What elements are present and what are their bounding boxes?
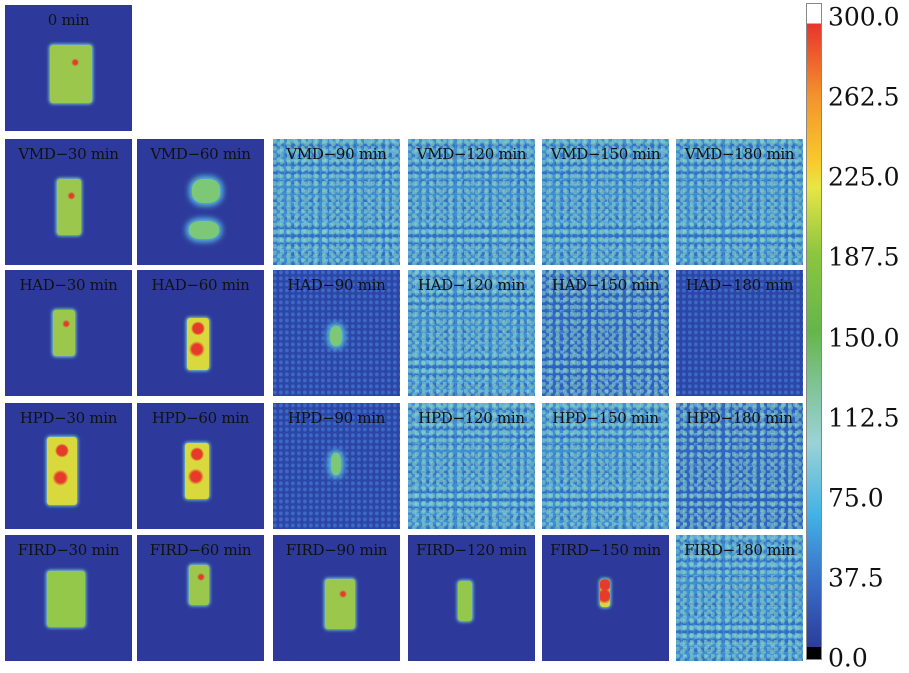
colorbar-tick-label: 262.5 [828, 82, 900, 112]
mri-panel: HPD−30 min [5, 403, 132, 529]
sample-signal [47, 437, 77, 505]
mri-panel: HAD−120 min [408, 270, 535, 396]
colorbar-tick-label: 150.0 [828, 323, 900, 352]
sample-signal [189, 221, 219, 239]
panel-label: FIRD−60 min [149, 541, 252, 559]
mri-panel: VMD−120 min [408, 139, 535, 265]
sample-signal [458, 581, 472, 621]
sample-signal [189, 565, 209, 605]
panel-label: FIRD−180 min [684, 541, 795, 559]
colorbar-tick-label: 300.0 [828, 2, 900, 32]
sample-signal [330, 326, 342, 346]
panel-label: HPD−90 min [287, 409, 386, 427]
mri-panel: VMD−90 min [273, 139, 400, 265]
panel-label: VMD−180 min [684, 145, 795, 163]
mri-panel: VMD−180 min [676, 139, 803, 265]
colorbar-tick-label: 225.0 [828, 162, 900, 192]
sample-signal [53, 310, 75, 356]
panel-label: FIRD−90 min [285, 541, 388, 559]
panel-label: HPD−60 min [151, 409, 250, 427]
panel-label: VMD−150 min [550, 145, 661, 163]
panel-label: HAD−60 min [151, 276, 250, 294]
colorbar-tick-label: 75.0 [828, 483, 884, 513]
colorbar [806, 3, 822, 660]
mri-panel: FIRD−60 min [137, 535, 264, 661]
colorbar-tick-label: 187.5 [828, 242, 900, 272]
panel-label: HPD−120 min [418, 409, 525, 427]
panel-label: HPD−180 min [686, 409, 793, 427]
panel-label: VMD−60 min [150, 145, 251, 163]
colorbar-tick-label: 0.0 [828, 643, 868, 673]
mri-panel: FIRD−30 min [5, 535, 132, 661]
sample-signal [192, 179, 220, 203]
mri-panel: VMD−30 min [5, 139, 132, 265]
sample-signal [331, 453, 341, 475]
colorbar-tick-label: 112.5 [828, 403, 900, 433]
mri-panel: HPD−120 min [408, 403, 535, 529]
panel-label: VMD−30 min [18, 145, 119, 163]
mri-panel: HPD−180 min [676, 403, 803, 529]
mri-panel: 0 min [5, 5, 132, 131]
panel-label: FIRD−150 min [550, 541, 661, 559]
mri-panel: FIRD−120 min [408, 535, 535, 661]
mri-panel: HPD−150 min [542, 403, 669, 529]
panel-label: FIRD−30 min [17, 541, 120, 559]
panel-label: HAD−30 min [19, 276, 118, 294]
mri-panel: HPD−90 min [273, 403, 400, 529]
sample-signal [185, 443, 209, 499]
mri-panel: FIRD−90 min [273, 535, 400, 661]
mri-panel: FIRD−180 min [676, 535, 803, 661]
mri-panel: HAD−60 min [137, 270, 264, 396]
sample-signal [50, 45, 92, 103]
mri-panel: HAD−90 min [273, 270, 400, 396]
panel-label: HPD−30 min [19, 409, 118, 427]
panel-label: FIRD−120 min [416, 541, 527, 559]
mri-panel: HAD−30 min [5, 270, 132, 396]
panel-label: HAD−180 min [685, 276, 794, 294]
sample-signal [187, 318, 209, 370]
panel-label: HAD−120 min [417, 276, 526, 294]
panel-label: HPD−150 min [552, 409, 659, 427]
colorbar-tick-label: 37.5 [828, 563, 884, 593]
mri-panel: FIRD−150 min [542, 535, 669, 661]
mri-panel: VMD−60 min [137, 139, 264, 265]
mri-panel: HAD−180 min [676, 270, 803, 396]
mri-panel: HPD−60 min [137, 403, 264, 529]
sample-signal [325, 579, 355, 629]
panel-label: VMD−120 min [416, 145, 527, 163]
panel-label: HAD−150 min [551, 276, 660, 294]
sample-signal [47, 571, 85, 627]
mri-panel: VMD−150 min [542, 139, 669, 265]
sample-signal [600, 579, 610, 607]
panel-label: HAD−90 min [287, 276, 386, 294]
panel-label: 0 min [47, 11, 90, 29]
sample-signal [57, 179, 81, 235]
panel-label: VMD−90 min [286, 145, 387, 163]
mri-panel: HAD−150 min [542, 270, 669, 396]
